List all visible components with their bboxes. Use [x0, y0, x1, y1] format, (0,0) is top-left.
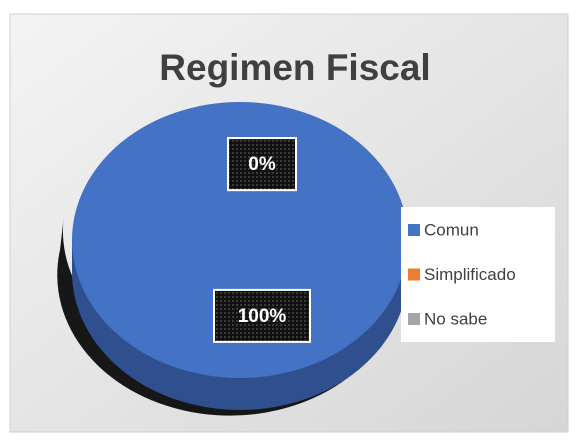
data-label-text: 100%	[238, 306, 287, 327]
legend-swatch	[408, 268, 420, 281]
data-label-box	[213, 288, 311, 343]
data-label: 100%	[213, 288, 311, 343]
data-label-box	[227, 137, 297, 192]
chart-title: Regimen Fiscal	[159, 47, 430, 88]
legend	[401, 207, 555, 342]
legend-label: Comun	[424, 220, 479, 239]
legend-items: Comun Simplificado No sabe	[408, 220, 516, 328]
pie-slice	[72, 102, 408, 378]
data-labels: 100%0%0%	[213, 137, 311, 343]
legend-label: No sabe	[424, 309, 487, 328]
data-label: 0%	[227, 137, 297, 192]
pie	[72, 102, 408, 378]
legend-swatch	[408, 224, 420, 236]
legend-swatch	[408, 313, 420, 325]
legend-label: Simplificado	[424, 265, 516, 284]
data-label-text: 0%	[248, 154, 276, 175]
